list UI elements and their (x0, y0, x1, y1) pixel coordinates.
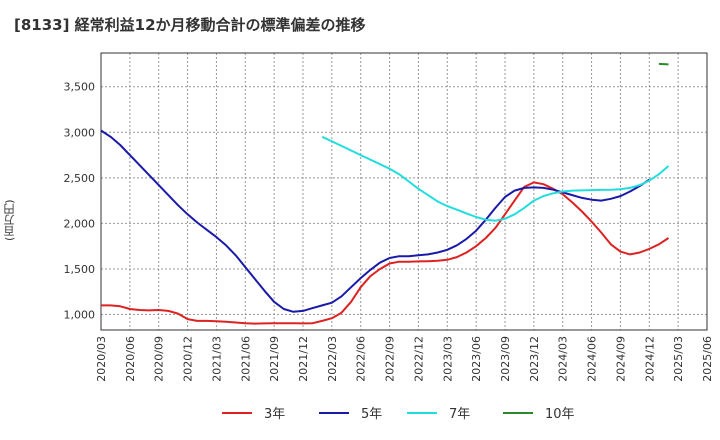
series-line (100, 129, 650, 313)
chart-title: [8133] 経常利益12か月移動合計の標準偏差の推移 (14, 16, 366, 34)
x-tick-label: 2025/06 (701, 336, 714, 382)
x-tick-label: 2020/03 (95, 336, 108, 382)
x-tick-label: 2022/12 (412, 336, 425, 382)
x-tick-label: 2021/09 (268, 336, 281, 382)
y-tick-label: 1,000 (64, 309, 96, 322)
x-tick-label: 2022/06 (355, 336, 368, 382)
x-tick-label: 2024/12 (643, 336, 656, 382)
x-tick-label: 2022/03 (326, 336, 339, 382)
legend-label: 10年 (545, 407, 575, 422)
series-line (321, 135, 670, 222)
x-tick-label: 2023/09 (499, 336, 512, 382)
x-tick-label: 2023/06 (470, 336, 483, 382)
plot-area (101, 53, 707, 330)
x-tick-label: 2020/06 (124, 336, 137, 382)
x-tick-label: 2025/03 (672, 336, 685, 382)
x-tick-label: 2022/09 (384, 336, 397, 382)
x-tick-label: 2020/09 (153, 336, 166, 382)
plot-frame (100, 52, 708, 331)
x-tick-label: 2024/09 (614, 336, 627, 382)
x-tick-label: 2021/12 (297, 336, 310, 382)
x-tick-label: 2024/06 (586, 336, 599, 382)
series-line (101, 181, 670, 325)
y-tick-label: 3,500 (64, 81, 96, 94)
x-tick-label: 2023/03 (441, 336, 454, 382)
y-tick-label: 2,000 (64, 217, 96, 230)
y-tick-label: 3,000 (64, 126, 96, 139)
legend-label: 5年 (361, 407, 382, 422)
x-tick-label: 2024/03 (557, 336, 570, 382)
y-tick-label: 1,500 (64, 263, 96, 276)
x-tick-label: 2021/03 (210, 336, 223, 382)
x-tick-label: 2023/12 (528, 336, 541, 382)
y-tick-label: 2,500 (64, 172, 96, 185)
series-line (658, 62, 669, 66)
legend-label: 3年 (264, 407, 285, 422)
x-tick-label: 2021/06 (239, 336, 252, 382)
x-tick-label: 2020/12 (182, 336, 195, 382)
legend-label: 7年 (449, 407, 470, 422)
